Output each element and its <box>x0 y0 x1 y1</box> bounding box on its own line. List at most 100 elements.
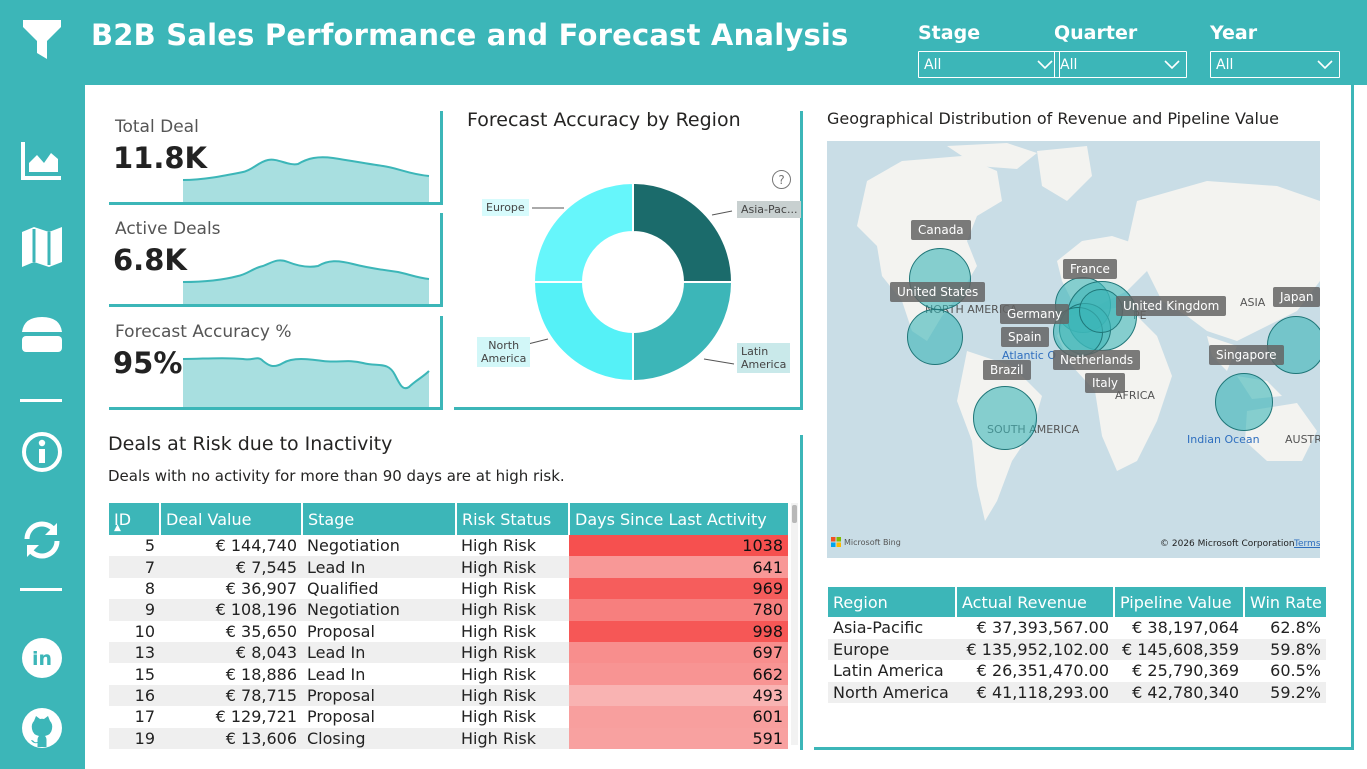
deal-days-cell: 998 <box>569 620 788 642</box>
map-card-border <box>1351 85 1354 750</box>
deal-stage-cell: Proposal <box>307 621 375 641</box>
layers-icon[interactable] <box>20 312 64 356</box>
donut-label-europe: Europe <box>482 199 529 216</box>
deal-value-cell: € 108,196 <box>160 599 302 621</box>
map-bubble-united-states[interactable] <box>907 309 963 365</box>
kpi-card-forecast-accuracy[interactable]: Forecast Accuracy % 95% <box>109 316 443 410</box>
quarter-slicer: Quarter All <box>1054 22 1187 78</box>
geo-map[interactable]: NORTH AMERICA ASIA AFRICA SOUTH AMERICA … <box>827 141 1320 558</box>
table-row[interactable]: 7 € 7,545 Lead In High Risk 641 <box>109 556 788 578</box>
deal-id-cell: 10 <box>134 621 155 641</box>
region-region-cell: Asia-Pacific <box>833 618 924 638</box>
sort-ascending-icon: ▲ <box>114 523 121 533</box>
table-row[interactable]: Asia-Pacific € 37,393,567.00 € 38,197,064 6… <box>828 617 1326 639</box>
column-header-risk-status[interactable]: Risk Status <box>456 503 570 535</box>
scrollbar-thumb[interactable] <box>792 505 797 523</box>
linkedin-icon[interactable]: in <box>20 636 64 680</box>
donut-card: Forecast Accuracy by Region ? Asia-Pac..… <box>454 109 803 410</box>
deal-id-cell: 19 <box>109 727 160 749</box>
table-row[interactable]: Europe € 135,952,102.00 € 145,608,359 59.8% <box>828 638 1326 660</box>
region-revenue-cell: € 26,351,470.00 <box>976 661 1109 681</box>
year-dropdown[interactable]: All <box>1210 51 1340 78</box>
quarter-slicer-label: Quarter <box>1054 22 1138 44</box>
report-canvas: Total Deal 11.8K Active Deals 6.8K Forec… <box>85 85 1367 769</box>
table-row[interactable]: 13 € 8,043 Lead In High Risk 697 <box>109 641 788 664</box>
deal-days-cell: 601 <box>569 706 788 728</box>
kpi-label: Active Deals <box>115 219 221 239</box>
donut-segment-3[interactable] <box>532 181 634 283</box>
chevron-down-icon <box>1037 59 1053 69</box>
map-bubble-spain[interactable] <box>1079 289 1123 333</box>
column-header-deal-value[interactable]: Deal Value <box>160 503 303 535</box>
region-revenue-cell: € 41,118,293.00 <box>956 681 1114 703</box>
kpi-card-active-deals[interactable]: Active Deals 6.8K <box>109 213 443 307</box>
deal-stage-cell: Lead In <box>302 556 456 578</box>
region-revenue-cell: € 135,952,102.00 <box>956 638 1114 660</box>
sparkline-total-deal <box>183 156 430 202</box>
deal-days-cell: 969 <box>569 577 788 600</box>
column-header-stage[interactable]: Stage <box>302 503 457 535</box>
table-row[interactable]: 9 € 108,196 Negotiation High Risk 780 <box>109 599 788 621</box>
table-row[interactable]: 17 € 129,721 Proposal High Risk 601 <box>109 706 788 728</box>
deal-days-cell: 493 <box>569 684 788 707</box>
table-row[interactable]: 19 € 13,606 Closing High Risk 591 <box>109 727 788 749</box>
donut-label-line: America <box>481 352 527 365</box>
table-row[interactable]: 10 € 35,650 Proposal High Risk 998 <box>109 620 788 642</box>
deal-risk-cell: High Risk <box>461 578 537 598</box>
table-row[interactable]: 5 € 144,740 Negotiation High Risk 1038 <box>109 535 788 557</box>
analytics-icon[interactable] <box>20 138 64 182</box>
table-row[interactable]: Latin America € 26,351,470.00 € 25,790,369… <box>828 660 1326 682</box>
github-icon[interactable] <box>20 706 64 750</box>
table-row[interactable]: 16 € 78,715 Proposal High Risk 493 <box>109 684 788 707</box>
column-header-region[interactable]: Region <box>828 587 957 617</box>
deal-risk-cell: High Risk <box>456 641 569 664</box>
help-icon[interactable]: ? <box>772 170 791 189</box>
donut-segment-0[interactable] <box>632 181 734 283</box>
table-row[interactable]: 8 € 36,907 Qualified High Risk 969 <box>109 577 788 600</box>
donut-segment-1[interactable] <box>632 281 734 383</box>
svg-text:in: in <box>32 648 52 670</box>
microsoft-logo-icon <box>831 537 841 547</box>
column-header-pipeline-value[interactable]: Pipeline Value <box>1114 587 1245 617</box>
map-label-brazil: Brazil <box>983 360 1031 380</box>
deal-value-cell: € 35,650 <box>225 621 297 641</box>
sidebar-divider <box>20 588 62 591</box>
map-terms-link[interactable]: Terms <box>1294 539 1320 549</box>
deal-value-cell: € 129,721 <box>215 707 297 727</box>
donut-segment-2[interactable] <box>532 281 634 383</box>
deal-value-cell: € 144,740 <box>215 536 297 556</box>
map-label-singapore: Singapore <box>1209 345 1284 365</box>
column-header-id[interactable]: ID ▲ <box>109 503 161 535</box>
filter-icon[interactable] <box>20 17 64 61</box>
quarter-dropdown[interactable]: All <box>1054 51 1187 78</box>
deals-table-scrollbar[interactable] <box>791 503 798 745</box>
table-row[interactable]: North America € 41,118,293.00 € 42,780,340… <box>828 681 1326 703</box>
geo-label-indian-ocean: Indian Ocean <box>1187 433 1260 446</box>
deal-value-cell: € 78,715 <box>160 684 302 707</box>
column-header-days-since-last-activity[interactable]: Days Since Last Activity <box>569 503 788 535</box>
table-row[interactable]: 15 € 18,886 Lead In High Risk 662 <box>109 663 788 685</box>
map-card-border <box>814 747 1354 750</box>
info-icon[interactable] <box>20 430 64 474</box>
donut-chart[interactable] <box>454 111 803 410</box>
deal-stage-cell: Proposal <box>302 684 456 707</box>
sidebar-divider <box>20 399 62 402</box>
map-label-netherlands: Netherlands <box>1053 350 1141 370</box>
column-header-actual-revenue[interactable]: Actual Revenue <box>956 587 1115 617</box>
column-header-win-rate[interactable]: Win Rate <box>1244 587 1326 617</box>
map-bubble-singapore[interactable] <box>1215 373 1273 431</box>
kpi-card-total-deal[interactable]: Total Deal 11.8K <box>109 111 443 205</box>
deal-days-cell: 697 <box>569 641 788 664</box>
map-icon[interactable] <box>20 225 64 269</box>
stage-dropdown[interactable]: All <box>918 51 1060 78</box>
region-win-cell: 60.5% <box>1270 661 1321 681</box>
deal-stage-cell: Negotiation <box>307 536 400 556</box>
refresh-icon[interactable] <box>20 518 64 562</box>
deal-value-cell: € 18,886 <box>225 664 297 684</box>
map-bubble-brazil[interactable] <box>973 386 1037 450</box>
region-region-cell: Europe <box>828 638 956 660</box>
region-revenue-cell: € 37,393,567.00 <box>976 618 1109 638</box>
deal-id-cell: 8 <box>144 578 155 598</box>
deal-risk-cell: High Risk <box>456 727 569 749</box>
region-win-cell: 59.2% <box>1244 681 1326 703</box>
